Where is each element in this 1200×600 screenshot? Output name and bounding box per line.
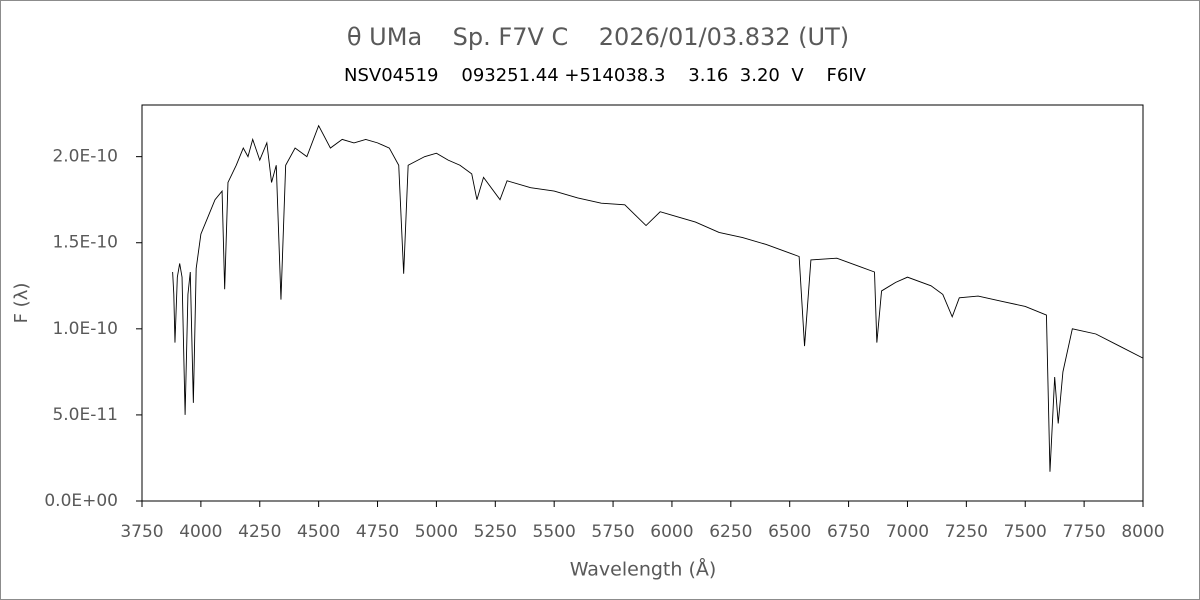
x-tick-label: 4250 bbox=[238, 522, 281, 542]
x-tick-label: 7750 bbox=[1062, 522, 1105, 542]
chart-title: θ UMa Sp. F7V C 2026/01/03.832 (UT) bbox=[347, 23, 849, 51]
plot-area bbox=[141, 104, 1144, 502]
x-tick-label: 7250 bbox=[945, 522, 988, 542]
y-tick-label: 1.5E-10 bbox=[52, 233, 118, 253]
x-axis-label: Wavelength (Å) bbox=[570, 558, 717, 581]
chart-subtitle: NSV04519 093251.44 +514038.3 3.16 3.20 V… bbox=[344, 65, 867, 86]
x-tick-label: 6500 bbox=[768, 522, 811, 542]
x-tick-label: 4500 bbox=[297, 522, 340, 542]
y-tick-label: 1.0E-10 bbox=[52, 319, 118, 339]
x-tick-label: 4000 bbox=[179, 522, 222, 542]
y-axis-label: F (λ) bbox=[11, 283, 32, 324]
x-tick-label: 5000 bbox=[415, 522, 458, 542]
x-tick-label: 6250 bbox=[709, 522, 752, 542]
x-tick-label: 5500 bbox=[533, 522, 576, 542]
y-tick-label: 2.0E-10 bbox=[52, 147, 118, 167]
x-tick-label: 7000 bbox=[886, 522, 929, 542]
x-tick-label: 5750 bbox=[591, 522, 634, 542]
x-tick-label: 3750 bbox=[120, 522, 163, 542]
y-tick-label: 0.0E+00 bbox=[44, 491, 118, 511]
x-tick-label: 8000 bbox=[1121, 522, 1164, 542]
x-tick-label: 5250 bbox=[474, 522, 517, 542]
x-tick-label: 7500 bbox=[1004, 522, 1047, 542]
x-tick-label: 4750 bbox=[356, 522, 399, 542]
x-tick-label: 6000 bbox=[650, 522, 693, 542]
y-tick-label: 5.0E-11 bbox=[52, 405, 118, 425]
spectrum-line bbox=[172, 124, 1144, 472]
x-tick-label: 6750 bbox=[827, 522, 870, 542]
